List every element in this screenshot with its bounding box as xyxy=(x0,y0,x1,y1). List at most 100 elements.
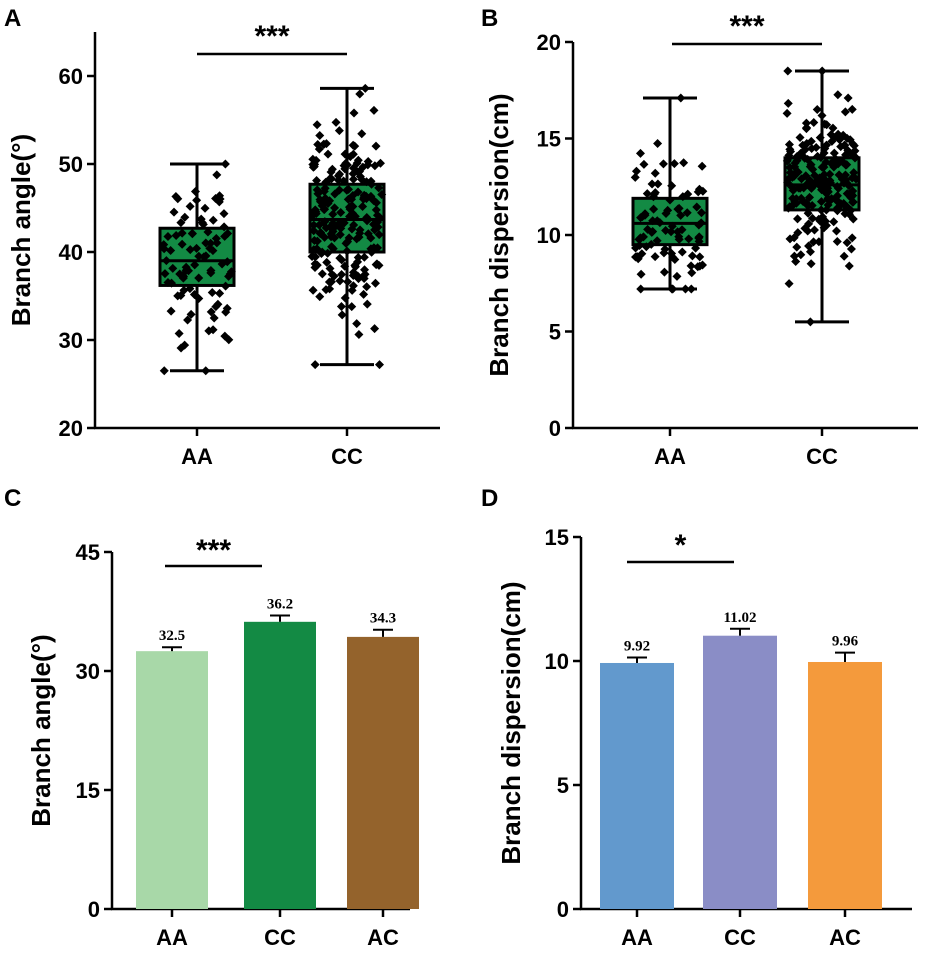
data-point xyxy=(362,282,372,292)
data-point xyxy=(215,288,225,298)
data-point xyxy=(179,271,189,281)
data-points xyxy=(159,159,236,376)
data-point xyxy=(360,265,370,275)
data-point xyxy=(353,155,363,165)
data-label: 34.3 xyxy=(370,611,396,627)
data-point xyxy=(809,225,819,235)
data-point xyxy=(694,232,704,242)
data-point xyxy=(163,278,173,288)
panel-letter: B xyxy=(481,5,498,32)
data-point xyxy=(362,216,372,226)
data-point xyxy=(817,110,827,120)
data-point xyxy=(659,267,669,277)
data-point xyxy=(687,251,697,261)
panel-letter: A xyxy=(4,5,21,32)
data-point xyxy=(359,289,369,299)
data-point xyxy=(180,340,190,350)
data-point xyxy=(831,226,841,236)
data-point xyxy=(374,230,384,240)
bar xyxy=(136,651,208,909)
y-tick-label: 45 xyxy=(76,540,100,565)
data-point xyxy=(355,89,365,99)
data-point xyxy=(347,302,357,312)
data-point xyxy=(805,317,815,327)
data-point xyxy=(359,192,369,202)
data-point xyxy=(847,189,857,199)
data-point xyxy=(691,243,701,253)
bar xyxy=(244,621,316,909)
data-point xyxy=(798,196,808,206)
data-point xyxy=(784,279,794,289)
data-point xyxy=(327,164,337,174)
data-point xyxy=(677,247,687,257)
x-tick-label: CC xyxy=(331,444,363,469)
data-point xyxy=(806,259,816,269)
data-point xyxy=(177,239,187,249)
data-point xyxy=(788,185,798,195)
data-point xyxy=(839,178,849,188)
data-point xyxy=(224,335,234,345)
significance-label: *** xyxy=(254,20,289,53)
y-tick-label: 0 xyxy=(557,897,569,922)
data-point xyxy=(313,139,323,149)
data-point xyxy=(330,189,340,199)
data-point xyxy=(348,163,358,173)
data-point xyxy=(843,146,853,156)
y-tick-label: 30 xyxy=(76,659,100,684)
y-axis-label: Branch dispersion(cm) xyxy=(496,581,526,864)
x-tick-label: AC xyxy=(829,925,861,950)
data-point xyxy=(340,293,350,303)
data-point xyxy=(354,329,364,339)
x-tick-label: AA xyxy=(156,925,188,950)
data-point xyxy=(350,211,360,221)
data-point xyxy=(804,219,814,229)
data-point xyxy=(200,203,210,213)
data-point xyxy=(667,248,677,258)
x-tick-label: AA xyxy=(181,444,213,469)
bar xyxy=(600,662,674,909)
data-point xyxy=(848,197,858,207)
data-point xyxy=(328,209,338,219)
data-point xyxy=(805,162,815,172)
x-tick-label: CC xyxy=(264,925,296,950)
data-point xyxy=(786,146,796,156)
data-point xyxy=(827,136,837,146)
data-point xyxy=(369,105,379,115)
data-point xyxy=(811,177,821,187)
data-point xyxy=(636,284,646,294)
data-point xyxy=(803,226,813,236)
data-point xyxy=(342,160,352,170)
bar xyxy=(808,661,882,909)
data-point xyxy=(804,241,814,251)
data-point xyxy=(359,252,369,262)
data-point xyxy=(658,159,668,169)
data-point xyxy=(649,204,659,214)
data-point xyxy=(682,208,692,218)
data-point xyxy=(660,244,670,254)
data-point xyxy=(176,218,186,228)
data-point xyxy=(217,259,227,269)
data-point xyxy=(796,250,806,260)
data-point xyxy=(362,299,372,309)
data-point xyxy=(326,232,336,242)
data-point xyxy=(199,252,209,262)
data-point xyxy=(821,140,831,150)
data-point xyxy=(221,281,231,291)
data-point xyxy=(692,202,702,212)
data-point xyxy=(345,152,355,162)
y-tick-label: 5 xyxy=(557,773,569,798)
data-point xyxy=(833,90,843,100)
data-point xyxy=(335,169,345,179)
data-point xyxy=(792,156,802,166)
data-point xyxy=(349,108,359,118)
data-point xyxy=(163,232,173,242)
data-point xyxy=(192,195,202,205)
data-point xyxy=(630,172,640,182)
data-point xyxy=(348,270,358,280)
data-point xyxy=(312,185,322,195)
data-point xyxy=(317,247,327,257)
data-point xyxy=(791,257,801,267)
data-point xyxy=(201,366,211,376)
data-point xyxy=(837,132,847,142)
